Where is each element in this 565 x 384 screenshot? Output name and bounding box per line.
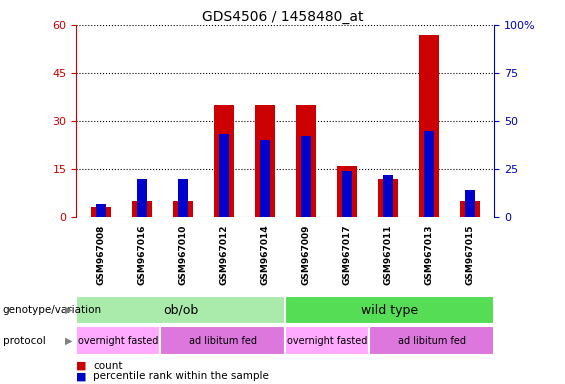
Text: ▶: ▶ (65, 336, 72, 346)
Bar (337, 166, 357, 217)
Bar (424, 131, 434, 217)
Text: genotype/variation: genotype/variation (3, 305, 102, 315)
Bar (214, 105, 234, 217)
Bar (260, 140, 270, 217)
Text: count: count (93, 361, 123, 371)
Text: GSM967010: GSM967010 (179, 224, 188, 285)
Bar (383, 175, 393, 217)
Bar (369, 326, 494, 355)
Text: ad libitum fed: ad libitum fed (189, 336, 257, 346)
Text: ▶: ▶ (65, 305, 72, 315)
Bar (285, 296, 494, 324)
Text: wild type: wild type (361, 304, 419, 316)
Text: overnight fasted: overnight fasted (287, 336, 367, 346)
Bar (137, 179, 147, 217)
Text: GSM967016: GSM967016 (137, 224, 146, 285)
Text: GDS4506 / 1458480_at: GDS4506 / 1458480_at (202, 10, 363, 23)
Text: GSM967017: GSM967017 (342, 224, 351, 285)
Text: GSM967011: GSM967011 (383, 224, 392, 285)
Bar (160, 326, 285, 355)
Bar (285, 326, 369, 355)
Text: GSM967008: GSM967008 (97, 224, 105, 285)
Text: ob/ob: ob/ob (163, 304, 198, 316)
Bar (255, 105, 275, 217)
Text: GSM967009: GSM967009 (301, 224, 310, 285)
Text: GSM967014: GSM967014 (260, 224, 270, 285)
Bar (377, 179, 398, 217)
Bar (419, 35, 439, 217)
Bar (342, 171, 352, 217)
Bar (76, 296, 285, 324)
Text: protocol: protocol (3, 336, 46, 346)
Bar (301, 136, 311, 217)
Bar (178, 179, 188, 217)
Text: overnight fasted: overnight fasted (78, 336, 158, 346)
Bar (172, 201, 193, 217)
Bar (132, 201, 152, 217)
Bar (95, 204, 106, 217)
Bar (459, 201, 480, 217)
Text: ad libitum fed: ad libitum fed (398, 336, 466, 346)
Bar (219, 134, 229, 217)
Bar (295, 105, 316, 217)
Text: percentile rank within the sample: percentile rank within the sample (93, 371, 269, 381)
Text: GSM967013: GSM967013 (424, 224, 433, 285)
Bar (90, 207, 111, 217)
Text: GSM967012: GSM967012 (219, 224, 228, 285)
Text: ■: ■ (76, 361, 87, 371)
Bar (464, 190, 475, 217)
Text: GSM967015: GSM967015 (466, 224, 474, 285)
Bar (76, 326, 160, 355)
Text: ■: ■ (76, 371, 87, 381)
